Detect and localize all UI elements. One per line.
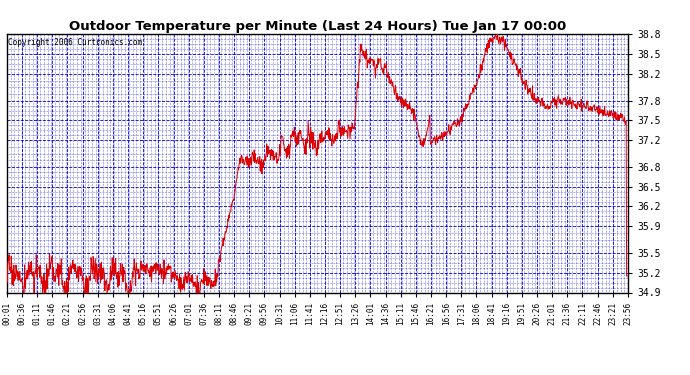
Title: Outdoor Temperature per Minute (Last 24 Hours) Tue Jan 17 00:00: Outdoor Temperature per Minute (Last 24 … (69, 20, 566, 33)
Text: Copyright 2006 Curtronics.com: Copyright 2006 Curtronics.com (8, 38, 142, 46)
